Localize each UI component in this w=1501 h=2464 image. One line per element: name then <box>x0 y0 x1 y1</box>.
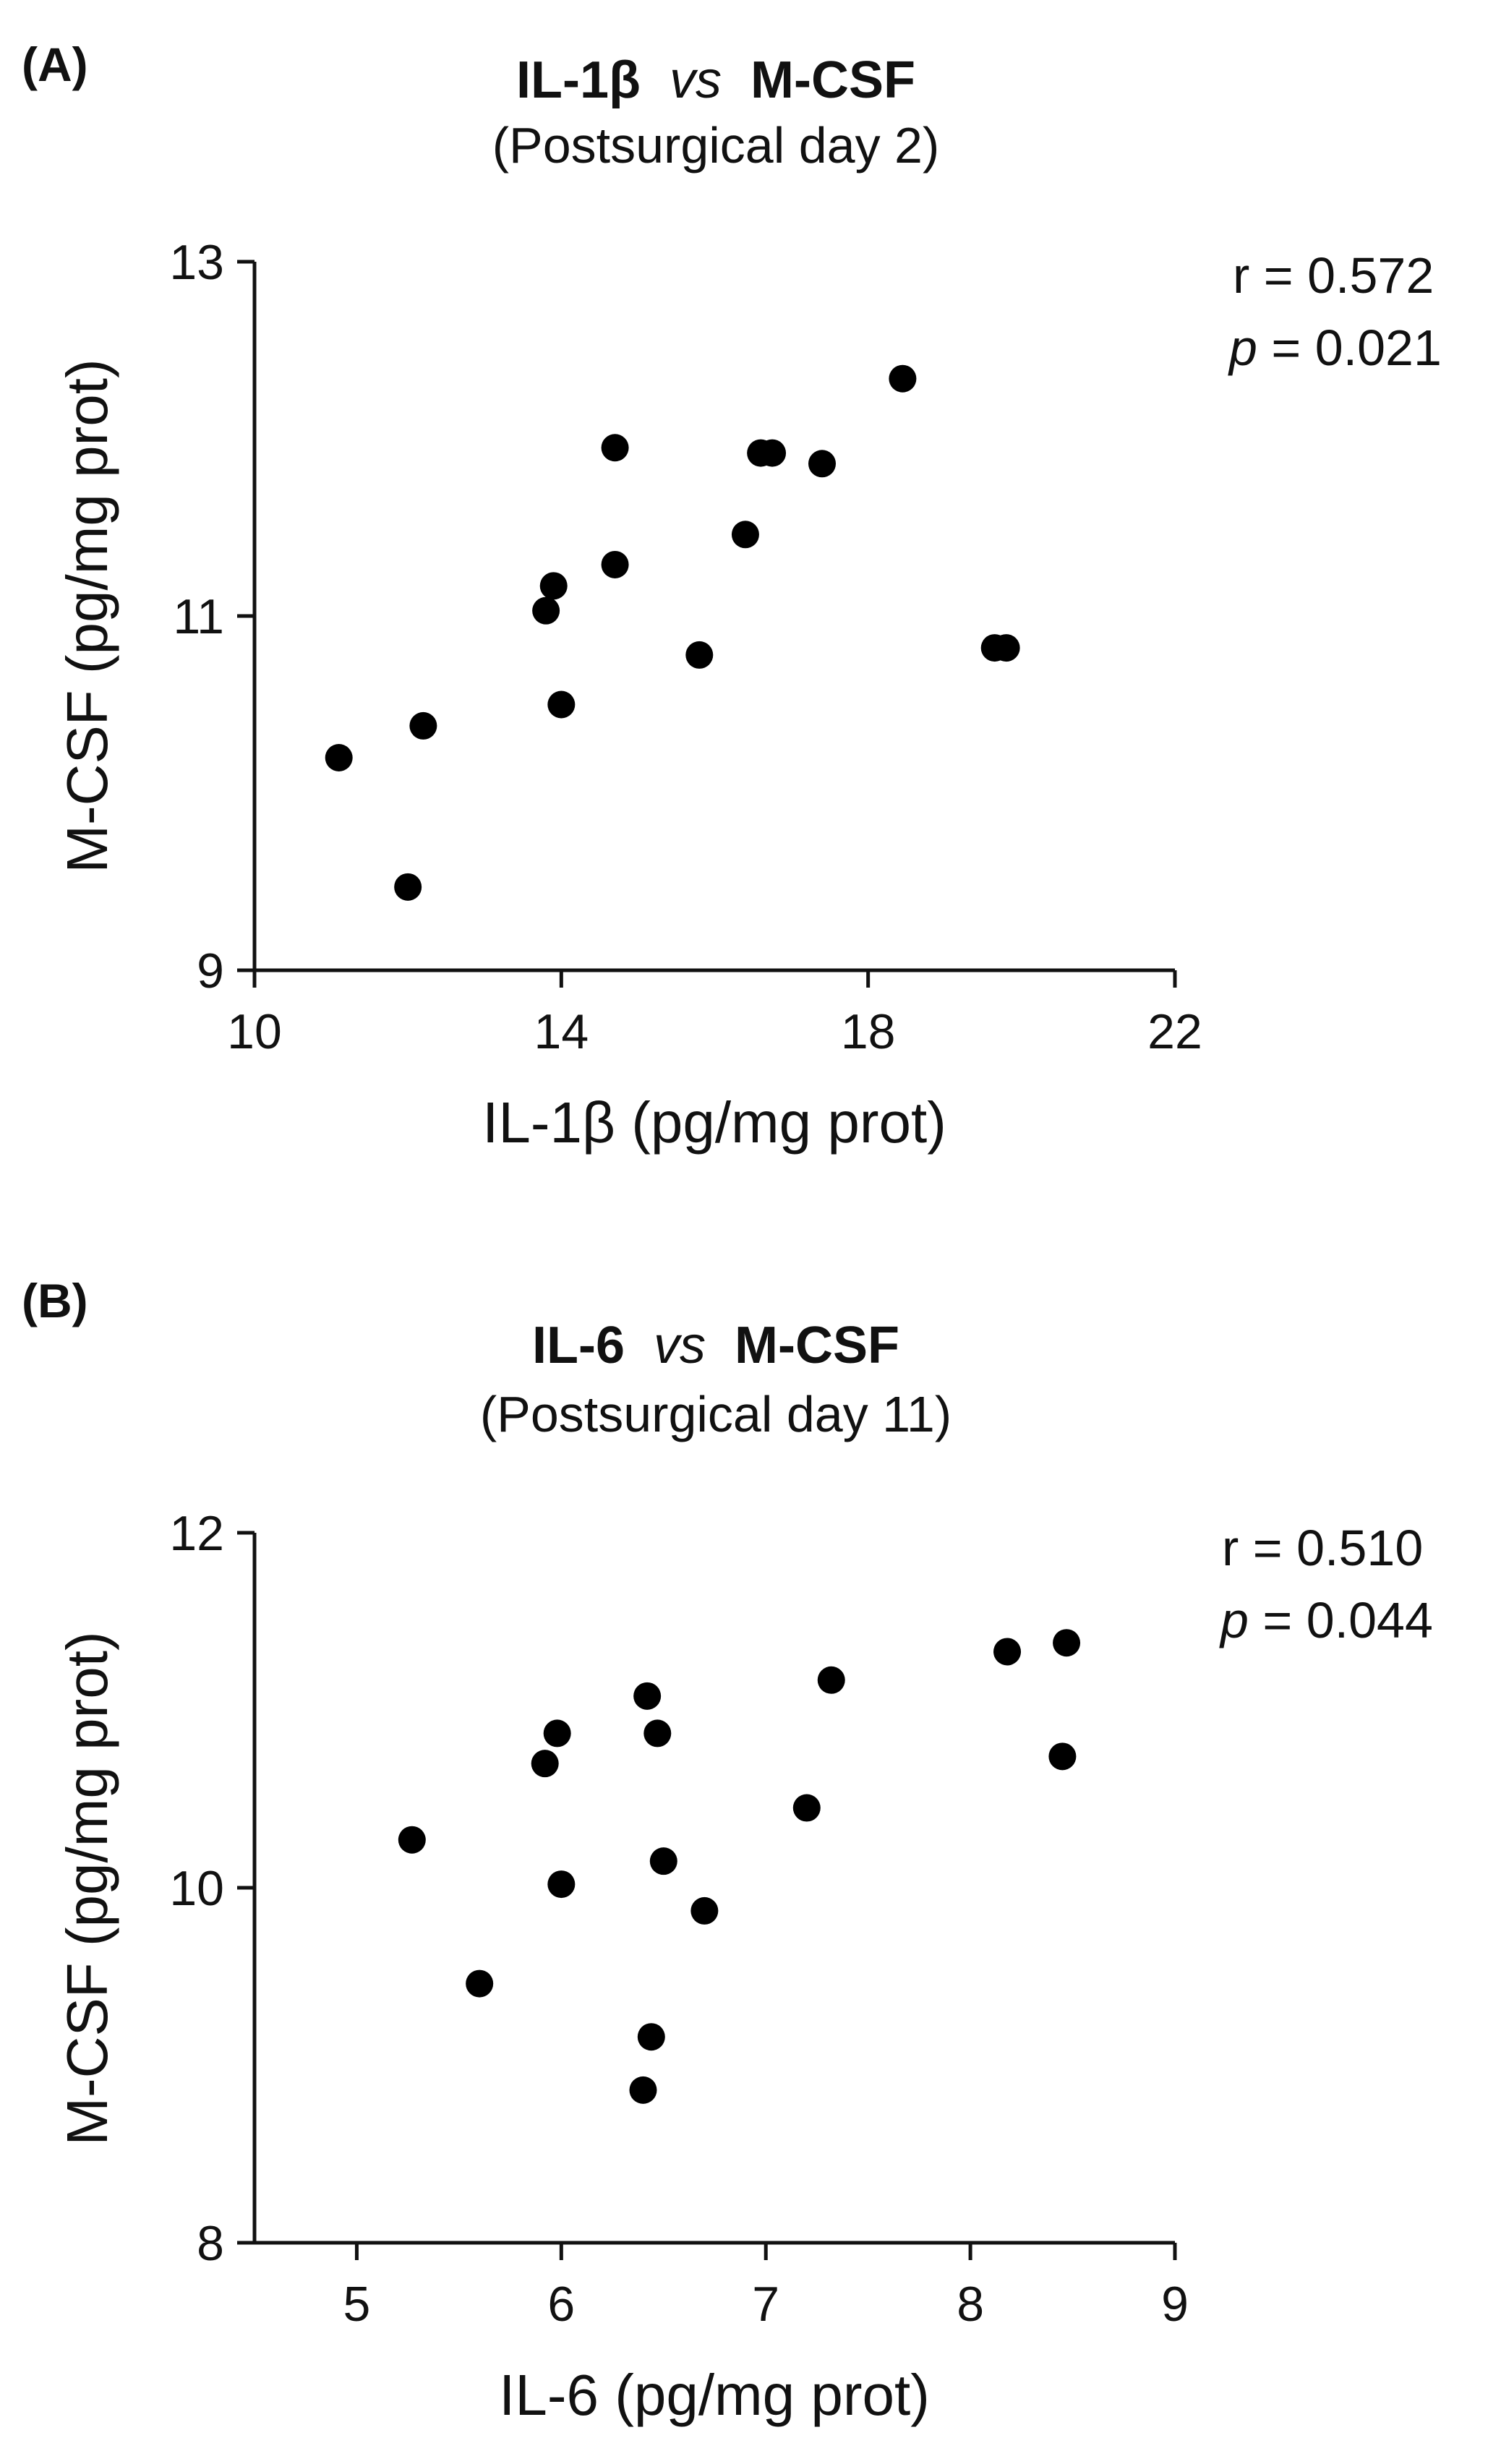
panel-b-data-point <box>643 1719 672 1748</box>
panel-b-data-point <box>993 1638 1022 1666</box>
panel-a-title: IL-1β vs M-CSF <box>516 51 915 109</box>
panel-a-data-point <box>394 873 422 901</box>
panel-a-data-point <box>325 744 353 771</box>
panel-b-title-vs: vs <box>654 1317 706 1374</box>
panel-b-axes <box>252 1533 1175 2245</box>
panel-b-data-point <box>817 1666 845 1694</box>
panel-a-data-point <box>539 572 568 600</box>
panel-a-data-point <box>758 439 787 467</box>
panel-b-y-tick-label: 8 <box>197 2216 224 2271</box>
panel-a-data-point <box>808 450 837 478</box>
panel-b-label: (B) <box>22 1274 88 1327</box>
panel-a-axes <box>252 262 1175 972</box>
panel-b-y-ticks: 8 10 12 <box>169 1506 255 2271</box>
panel-b-x-tick-label: 7 <box>752 2277 779 2332</box>
panel-b-x-tick-label: 6 <box>547 2277 575 2332</box>
panel-a-y-tick-label: 9 <box>197 944 224 998</box>
panel-a-p-symbol: p <box>1228 320 1257 376</box>
panel-b-y-tick-label: 12 <box>169 1506 224 1561</box>
panel-b-data-point <box>1048 1742 1077 1771</box>
panel-a-data-point <box>409 711 437 740</box>
panel-a-y-axis-label: M-CSF (pg/mg prot) <box>55 359 119 873</box>
panel-b-data-point <box>633 1682 662 1710</box>
panel-a-x-axis-label: IL-1β (pg/mg prot) <box>482 1090 946 1155</box>
panel-b-r-value: r = 0.510 <box>1222 1520 1423 1576</box>
panel-a-points <box>325 364 1020 901</box>
panel-b-x-tick-label: 5 <box>343 2277 371 2332</box>
panel-b: (B) IL-6 vs M-CSF (Postsurgical day 11) … <box>22 1274 1433 2427</box>
panel-b-title-x-var: IL-6 <box>532 1317 625 1374</box>
panel-a-title-vs: vs <box>670 51 722 109</box>
panel-a-x-tick-label: 22 <box>1147 1004 1202 1059</box>
panel-b-data-point <box>629 2076 657 2104</box>
panel-b-data-point <box>1053 1629 1081 1657</box>
panel-b-data-point <box>543 1719 571 1748</box>
panel-b-data-point <box>792 1794 821 1822</box>
panel-b-data-point <box>649 1847 677 1875</box>
panel-b-title-y-var: M-CSF <box>735 1317 899 1374</box>
panel-a-title-y-var: M-CSF <box>750 51 915 109</box>
panel-b-data-point <box>466 1969 494 1998</box>
panel-a: (A) IL-1β vs M-CSF (Postsurgical day 2) … <box>22 38 1442 1155</box>
panel-b-data-point <box>547 1870 576 1899</box>
panel-b-y-axis-label: M-CSF (pg/mg prot) <box>55 1631 119 2145</box>
panel-a-x-tick-label: 14 <box>534 1004 589 1059</box>
panel-b-title: IL-6 vs M-CSF <box>532 1317 899 1374</box>
panel-a-data-point <box>532 596 560 625</box>
panel-a-y-tick-label: 11 <box>173 589 224 644</box>
panel-b-p-symbol: p <box>1219 1592 1249 1648</box>
panel-b-points <box>398 1629 1081 2104</box>
panel-a-p-value: p = 0.021 <box>1228 320 1442 376</box>
panel-b-x-tick-label: 8 <box>957 2277 984 2332</box>
panel-a-subtitle: (Postsurgical day 2) <box>492 117 940 174</box>
panel-b-subtitle: (Postsurgical day 11) <box>480 1386 952 1442</box>
panel-b-p-number: = 0.044 <box>1249 1592 1433 1648</box>
panel-a-y-ticks: 9 11 13 <box>169 235 255 998</box>
panel-a-data-point <box>547 690 576 719</box>
panel-a-data-point <box>601 434 629 462</box>
panel-b-data-point <box>637 2023 665 2051</box>
panel-a-x-ticks: 10 14 18 22 <box>227 970 1202 1059</box>
panel-b-x-axis-label: IL-6 (pg/mg prot) <box>499 2363 930 2427</box>
panel-a-data-point <box>731 521 759 549</box>
panel-b-data-point <box>531 1750 559 1778</box>
panel-b-x-tick-label: 9 <box>1161 2277 1189 2332</box>
panel-a-title-x-var: IL-1β <box>516 51 641 109</box>
panel-a-label: (A) <box>22 38 88 91</box>
panel-a-r-value: r = 0.572 <box>1233 247 1434 304</box>
panel-a-data-point <box>601 550 629 578</box>
panel-b-x-ticks: 5 6 7 8 9 <box>343 2243 1189 2332</box>
panel-a-y-tick-label: 13 <box>169 235 224 290</box>
panel-a-p-number: = 0.021 <box>1257 320 1442 376</box>
panel-b-data-point <box>398 1826 426 1854</box>
panel-b-data-point <box>690 1896 719 1925</box>
panel-a-data-point <box>685 641 714 669</box>
panel-a-x-tick-label: 18 <box>841 1004 896 1059</box>
panel-b-p-value: p = 0.044 <box>1219 1592 1433 1648</box>
panel-a-data-point <box>992 634 1020 662</box>
panel-a-x-tick-label: 10 <box>227 1004 282 1059</box>
panel-b-y-tick-label: 10 <box>169 1861 224 1916</box>
panel-a-data-point <box>889 364 917 393</box>
